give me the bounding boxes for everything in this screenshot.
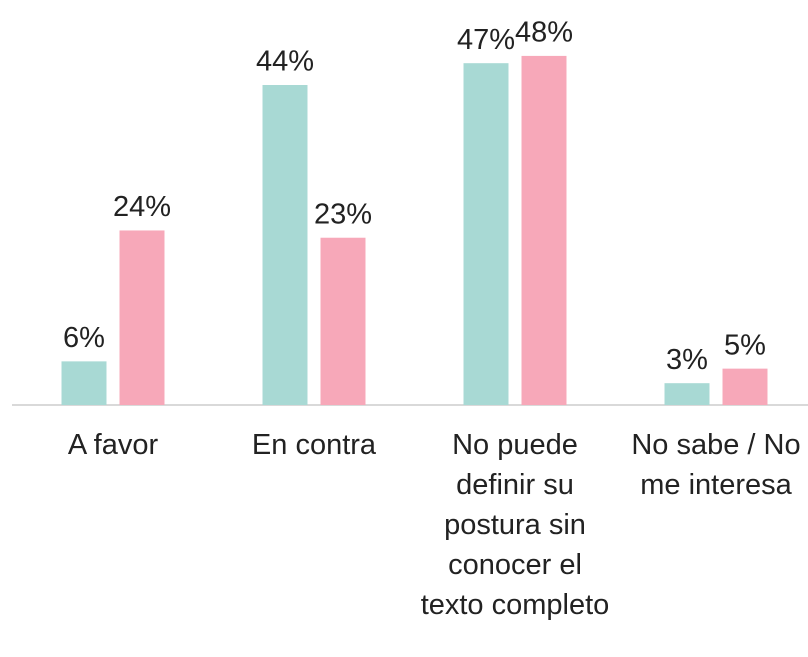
bar [521, 55, 567, 406]
value-label: 48% [515, 17, 573, 49]
value-label: 44% [256, 46, 314, 78]
x-tick-label: No sabe / No me interesa [631, 429, 801, 501]
bar [119, 230, 165, 405]
bar [61, 361, 107, 405]
bar [463, 63, 509, 405]
value-label: 24% [113, 191, 171, 223]
bar [664, 383, 710, 405]
value-label: 6% [63, 322, 105, 354]
value-label: 3% [666, 344, 708, 376]
bar [262, 85, 308, 405]
x-tick-label: A favor [67, 429, 159, 461]
x-tick-label: No puede definir su postura sin conocer … [420, 429, 610, 621]
x-tick-label: En contra [251, 429, 377, 461]
bar [722, 368, 768, 405]
value-label: 5% [724, 329, 766, 361]
value-label: 23% [314, 198, 372, 230]
value-label: 47% [457, 24, 515, 56]
bar [320, 237, 366, 405]
